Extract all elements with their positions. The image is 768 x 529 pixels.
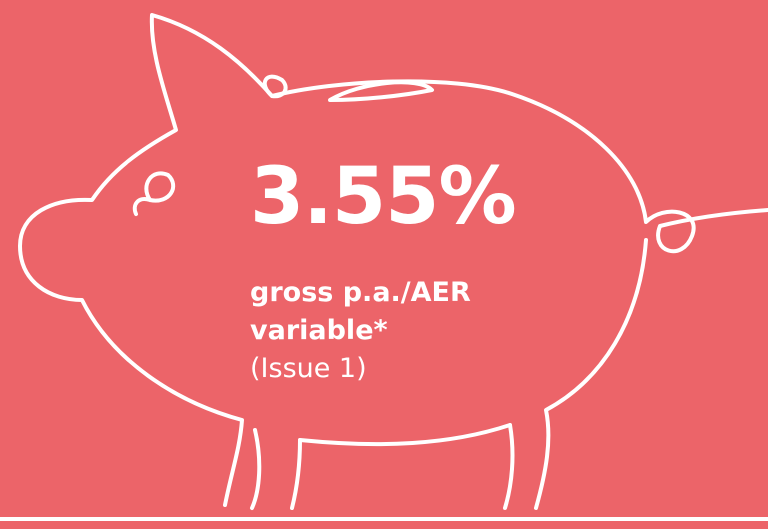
pig-outline (0, 0, 768, 529)
rate-basis: variable* (250, 315, 388, 346)
promo-banner: 3.55% gross p.a./AER variable* (Issue 1) (0, 0, 768, 529)
rate-type: gross p.a./AER (250, 277, 471, 308)
issue: (Issue 1) (250, 353, 367, 384)
rate: 3.55% (250, 152, 516, 242)
